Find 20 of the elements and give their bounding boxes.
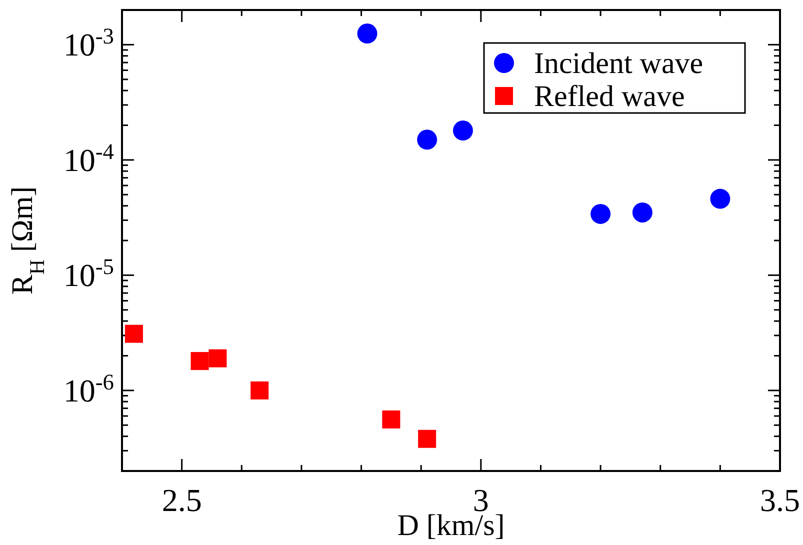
legend-label: Incident wave: [534, 47, 704, 80]
point: [357, 24, 378, 44]
point: [632, 202, 652, 222]
point: [382, 410, 400, 428]
x-tick-label: 2.5: [162, 482, 202, 518]
y-tick-label: 10$^{-6}$: [63, 368, 114, 408]
y-tick-label: 10$^{-3}$: [63, 23, 114, 63]
point: [124, 324, 143, 343]
point: [417, 130, 438, 150]
point: [418, 430, 436, 448]
x-tick-label: 3.5: [760, 482, 800, 518]
legend-label: Refled wave: [534, 80, 685, 113]
point: [208, 349, 227, 368]
point: [190, 352, 209, 370]
y-tick-label: 10$^{-5}$: [63, 254, 114, 294]
y-tick-label: 10$^{-4}$: [63, 138, 114, 178]
point: [250, 381, 269, 400]
point: [452, 120, 473, 141]
point: [590, 204, 611, 224]
point: [710, 188, 730, 209]
